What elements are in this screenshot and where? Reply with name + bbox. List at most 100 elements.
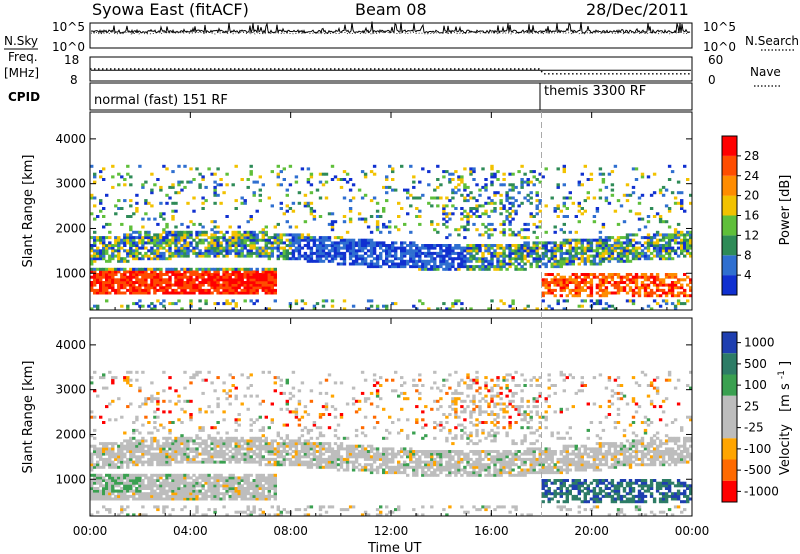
heatmap-cell: [297, 233, 302, 237]
heatmap-cell: [246, 270, 250, 274]
heatmap-cell: [282, 457, 286, 461]
heatmap-cell: [216, 236, 220, 240]
heatmap-cell: [339, 381, 344, 385]
heatmap-cell: [249, 236, 253, 240]
heatmap-cell: [153, 397, 157, 401]
heatmap-cell: [228, 286, 232, 290]
heatmap-cell: [535, 207, 539, 210]
heatmap-cell: [123, 376, 127, 380]
heatmap-cell: [183, 457, 187, 461]
heatmap-cell: [162, 238, 166, 242]
heatmap-cell: [114, 288, 118, 292]
heatmap-cell: [652, 283, 657, 287]
heatmap-cell: [300, 254, 305, 258]
heatmap-cell: [457, 257, 461, 261]
heatmap-cell: [261, 370, 265, 374]
heatmap-cell: [258, 439, 262, 443]
heatmap-cell: [321, 236, 326, 240]
heatmap-cell: [508, 265, 512, 269]
heatmap-cell: [114, 457, 118, 461]
heatmap-cell: [348, 217, 353, 221]
heatmap-cell: [246, 447, 250, 451]
heatmap-cell: [228, 246, 232, 250]
heatmap-cell: [324, 172, 329, 176]
heatmap-cell: [469, 249, 473, 253]
heatmap-cell: [240, 238, 244, 242]
heatmap-cell: [574, 230, 578, 234]
heatmap-cell: [580, 251, 584, 255]
heatmap-cell: [360, 452, 365, 456]
heatmap-cell: [589, 238, 594, 242]
heatmap-cell: [369, 230, 374, 234]
heatmap-cell: [117, 257, 121, 261]
heatmap-cell: [538, 180, 542, 184]
heatmap-cell: [213, 497, 217, 501]
heatmap-cell: [318, 508, 323, 512]
heatmap-cell: [409, 254, 413, 258]
heatmap-cell: [135, 415, 139, 419]
heatmap-cell: [105, 259, 109, 263]
heatmap-cell: [246, 450, 250, 453]
heatmap-cell: [300, 450, 305, 453]
heatmap-cell: [613, 283, 618, 287]
heatmap-cell: [147, 447, 151, 451]
heatmap-cell: [324, 196, 329, 200]
heatmap-cell: [637, 212, 642, 216]
heatmap-cell: [276, 455, 280, 459]
heatmap-cell: [339, 185, 344, 189]
heatmap-cell: [348, 178, 353, 181]
heatmap-cell: [427, 244, 431, 247]
heatmap-cell: [189, 489, 193, 493]
heatmap-cell: [210, 460, 214, 464]
heatmap-cell: [132, 249, 136, 253]
heatmap-cell: [664, 249, 669, 253]
heatmap-cell: [565, 215, 569, 218]
heatmap-cell: [219, 455, 223, 459]
heatmap-cell: [300, 434, 305, 438]
heatmap-cell: [258, 238, 262, 242]
heatmap-cell: [204, 230, 208, 234]
heatmap-cell: [619, 254, 624, 258]
heatmap-cell: [586, 241, 590, 245]
heatmap-cell: [240, 439, 244, 443]
heatmap-cell: [667, 251, 672, 255]
heatmap-cell: [156, 257, 160, 261]
heatmap-cell: [117, 270, 121, 274]
heatmap-cell: [177, 251, 181, 255]
heatmap-cell: [105, 386, 109, 390]
heatmap-cell: [309, 463, 314, 467]
heatmap-cell: [171, 479, 175, 482]
heatmap-cell: [249, 436, 253, 440]
heatmap-cell: [601, 178, 606, 181]
heatmap-cell: [499, 222, 503, 226]
heatmap-cell: [463, 265, 467, 269]
heatmap-cell: [689, 294, 693, 298]
heatmap-cell: [222, 497, 226, 501]
heatmap-cell: [99, 291, 103, 295]
heatmap-cell: [186, 481, 190, 485]
heatmap-cell: [360, 241, 365, 245]
heatmap-cell: [126, 249, 130, 253]
heatmap-cell: [216, 273, 220, 276]
heatmap-cell: [108, 267, 112, 271]
heatmap-cell: [637, 257, 642, 261]
heatmap-cell: [388, 185, 392, 189]
heatmap-cell: [619, 246, 624, 250]
heatmap-cell: [544, 244, 548, 247]
heatmap-cell: [661, 246, 666, 250]
heatmap-cell: [565, 257, 569, 261]
heatmap-cell: [99, 267, 103, 271]
heatmap-cell: [288, 442, 293, 446]
heatmap-cell: [102, 291, 106, 295]
heatmap-cell: [129, 281, 133, 284]
heatmap-cell: [201, 201, 205, 205]
heatmap-cell: [117, 450, 121, 453]
heatmap-cell: [689, 201, 693, 205]
heatmap-cell: [306, 465, 311, 469]
heatmap-cell: [189, 494, 193, 498]
heatmap-cell: [258, 473, 262, 477]
heatmap-cell: [306, 505, 311, 509]
heatmap-cell: [213, 238, 217, 242]
heatmap-cell: [550, 281, 554, 284]
heatmap-cell: [517, 254, 521, 258]
